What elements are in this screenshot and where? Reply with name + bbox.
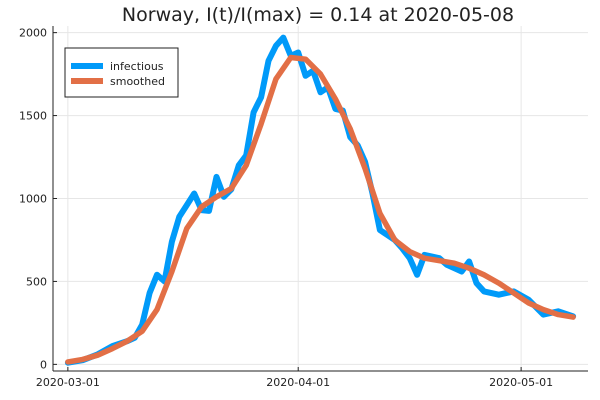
x-tick-label: 2020-04-01 [266, 376, 330, 389]
chart-title: Norway, I(t)/I(max) = 0.14 at 2020-05-08 [122, 4, 514, 26]
series-lines [64, 34, 577, 366]
y-tick-label: 1000 [19, 193, 47, 206]
y-tick-label: 0 [40, 358, 47, 371]
x-tick-label: 2020-05-01 [489, 376, 553, 389]
legend-label-smoothed: smoothed [110, 75, 165, 88]
legend-box [64, 47, 179, 98]
y-tick-label: 2000 [19, 27, 47, 40]
y-tick-label: 1500 [19, 110, 47, 123]
x-tick-label: 2020-03-01 [36, 376, 100, 389]
y-tick-label: 500 [26, 275, 47, 288]
series-line-smoothed [65, 54, 576, 365]
legend: infectious smoothed [64, 47, 179, 98]
tick-labels: 0 500 1000 1500 2000 2020-03-01 2020-04-01 2020… [19, 27, 553, 389]
legend-label-infectious: infectious [110, 60, 164, 73]
series-line-infectious [64, 34, 577, 366]
tick-marks [53, 32, 522, 371]
